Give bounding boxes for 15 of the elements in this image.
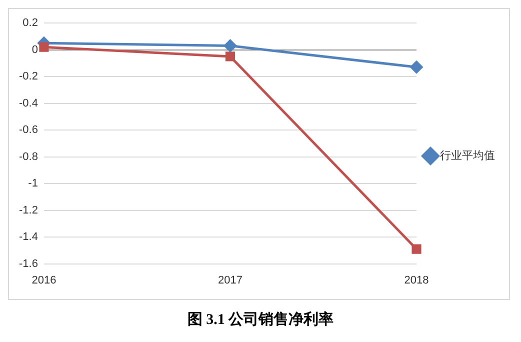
y-tick-label: 0 [32, 44, 38, 56]
y-tick-label: -1.4 [18, 231, 38, 244]
y-tick-label: -0.8 [18, 150, 38, 163]
y-tick-label: -0.2 [18, 70, 38, 83]
x-tick-label: 2016 [32, 274, 56, 286]
y-tick-label: -0.6 [18, 124, 38, 136]
x-tick-label: 2018 [404, 274, 429, 286]
y-tick-label: -0.4 [18, 97, 38, 110]
legend-label: 行业平均值 [440, 149, 495, 162]
y-tick-label: -1.6 [18, 258, 38, 270]
y-tick-label: 0.2 [22, 17, 38, 30]
x-tick-label: 2017 [218, 274, 242, 286]
y-tick-label: -1.2 [18, 204, 38, 216]
text: 图 3.1 公司销售净利率 [186, 310, 335, 329]
y-tick-label: -1 [28, 178, 38, 190]
